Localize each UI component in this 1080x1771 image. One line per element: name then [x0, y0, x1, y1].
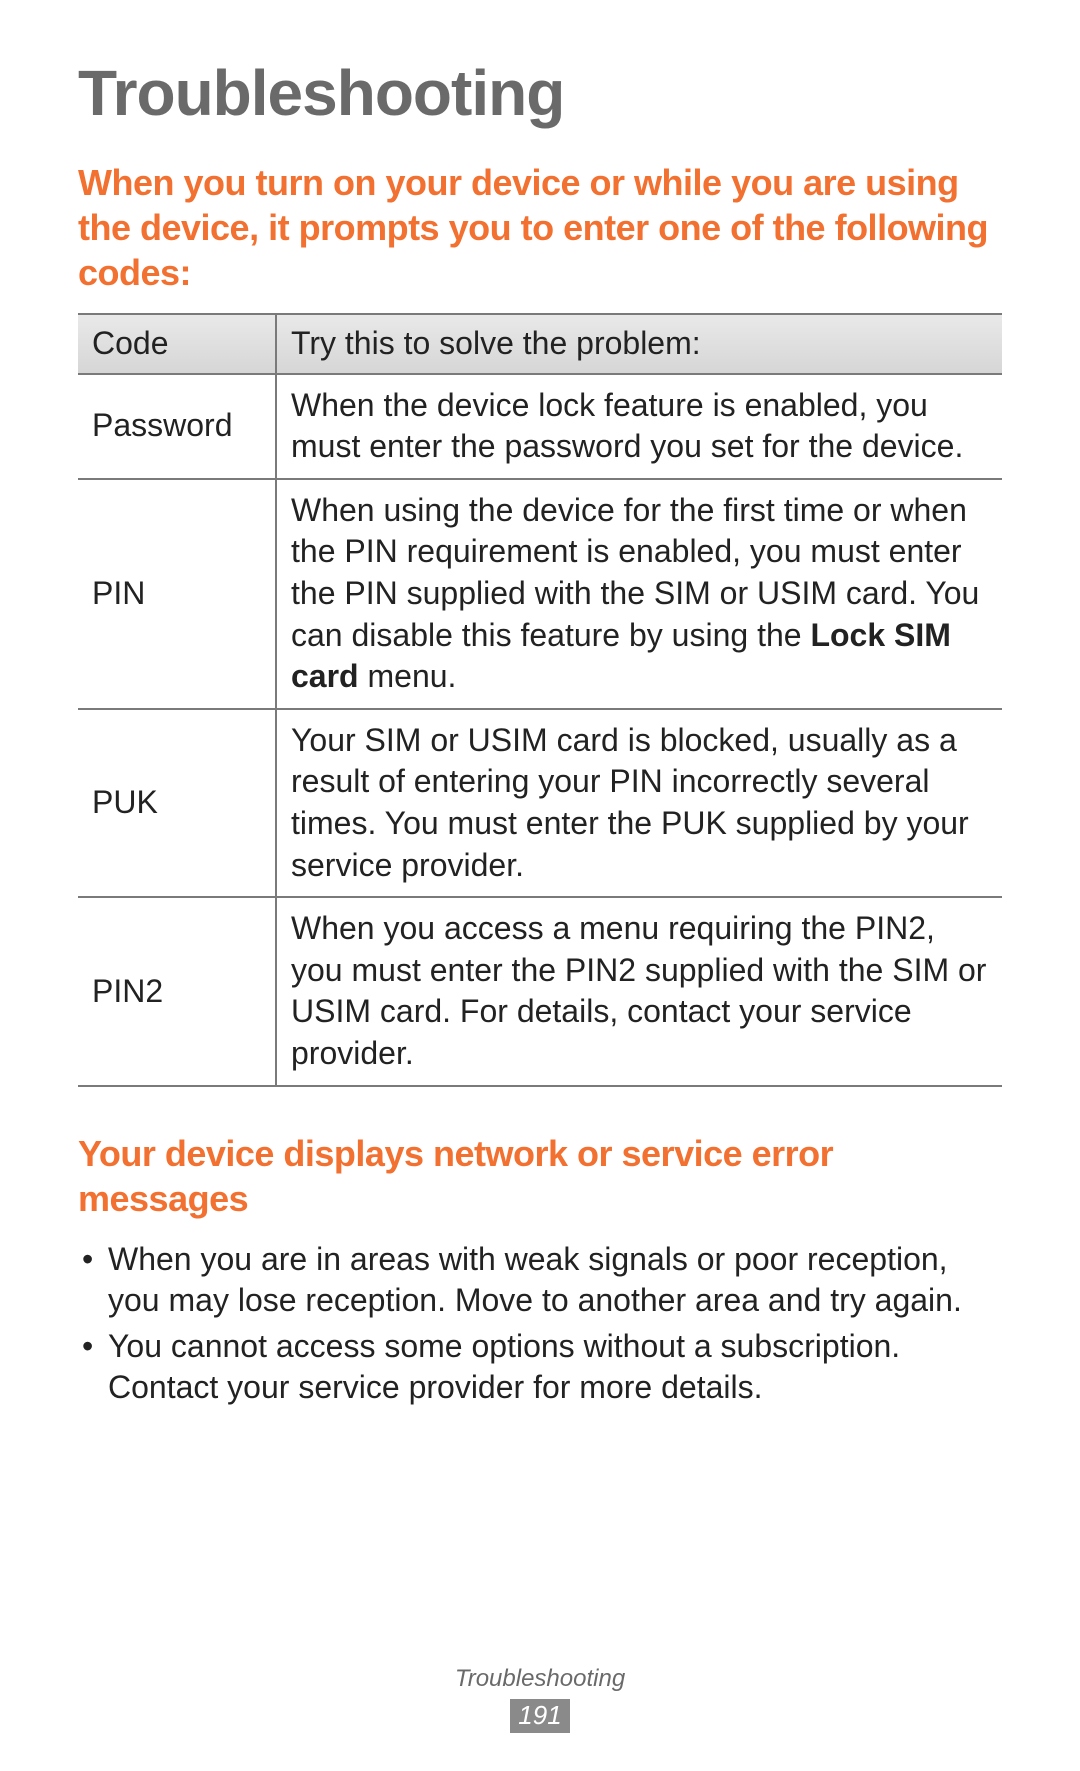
- cell-solution: When using the device for the first time…: [276, 479, 1002, 709]
- section-heading-codes: When you turn on your device or while yo…: [78, 160, 1002, 295]
- list-item: When you are in areas with weak signals …: [78, 1239, 1002, 1322]
- cell-solution: Your SIM or USIM card is blocked, usuall…: [276, 709, 1002, 897]
- page-footer: Troubleshooting 191: [0, 1665, 1080, 1733]
- table-header-row: Code Try this to solve the problem:: [78, 314, 1002, 374]
- table-header-code: Code: [78, 314, 276, 374]
- cell-solution: When the device lock feature is enabled,…: [276, 374, 1002, 479]
- cell-code: PIN2: [78, 897, 276, 1085]
- page-number-badge: 191: [510, 1699, 569, 1733]
- table-row: Password When the device lock feature is…: [78, 374, 1002, 479]
- bullet-list: When you are in areas with weak signals …: [78, 1239, 1002, 1409]
- cell-code: PUK: [78, 709, 276, 897]
- page-title: Troubleshooting: [78, 56, 1002, 130]
- codes-table: Code Try this to solve the problem: Pass…: [78, 313, 1002, 1087]
- cell-code: Password: [78, 374, 276, 479]
- table-row: PUK Your SIM or USIM card is blocked, us…: [78, 709, 1002, 897]
- cell-solution: When you access a menu requiring the PIN…: [276, 897, 1002, 1085]
- list-item: You cannot access some options without a…: [78, 1326, 1002, 1409]
- footer-section-label: Troubleshooting: [0, 1665, 1080, 1693]
- cell-code: PIN: [78, 479, 276, 709]
- table-row: PIN When using the device for the first …: [78, 479, 1002, 709]
- table-header-solution: Try this to solve the problem:: [276, 314, 1002, 374]
- section-heading-network: Your device displays network or service …: [78, 1131, 1002, 1221]
- table-row: PIN2 When you access a menu requiring th…: [78, 897, 1002, 1085]
